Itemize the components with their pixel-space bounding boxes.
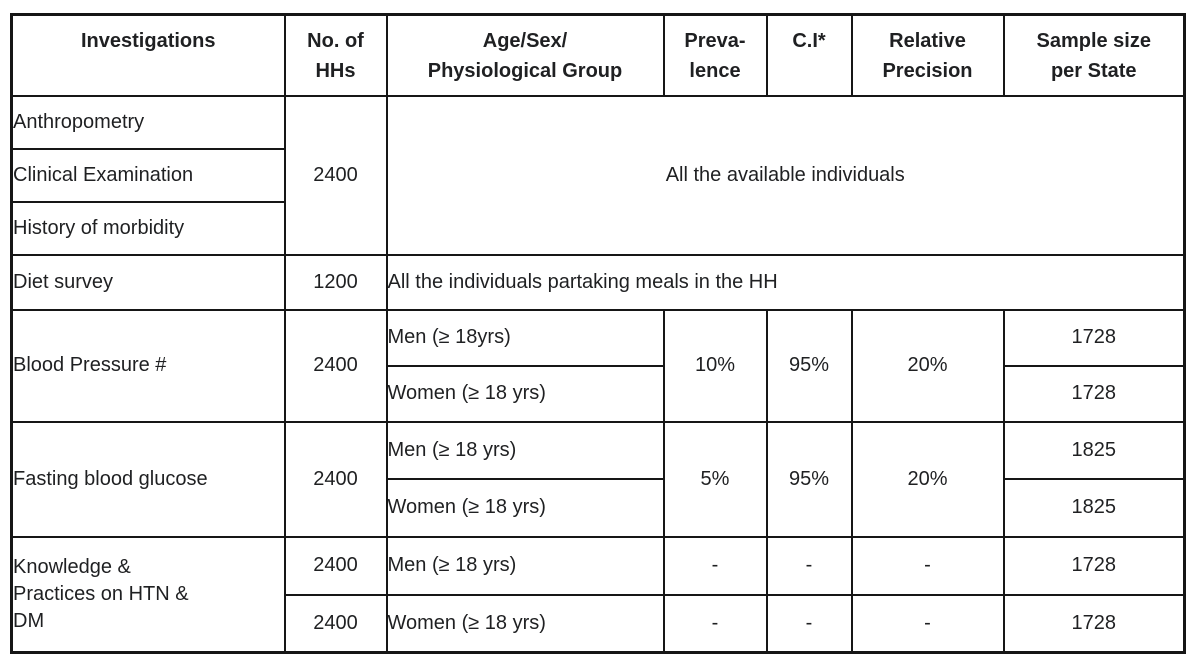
- cell-ci-blood-pressure: 95%: [765, 308, 853, 423]
- cell-prevalence-fasting-glucose: 5%: [662, 420, 768, 538]
- cell-investigation-clinical-examination: Clinical Examination: [10, 147, 286, 203]
- header-row: Investigations No. of HHs Age/Sex/ Physi…: [10, 13, 1186, 97]
- cell-group-fasting-glucose-men: Men (≥ 18 yrs): [385, 420, 665, 480]
- row-blood-pressure-men: Blood Pressure # 2400 Men (≥ 18yrs) 10% …: [10, 308, 1186, 423]
- cell-investigation-knowledge-practices: Knowledge & Practices on HTN & DM: [10, 535, 286, 654]
- cell-investigation-history-of-morbidity: History of morbidity: [10, 200, 286, 256]
- cell-investigation-fasting-glucose: Fasting blood glucose: [10, 420, 286, 538]
- col-header-prevalence: Preva- lence: [662, 13, 768, 97]
- row-fasting-glucose-women: Women (≥ 18 yrs) 1825: [12, 477, 1186, 538]
- cell-relative-precision-fasting-glucose: 20%: [850, 420, 1005, 538]
- col-header-ci: C.I*: [765, 13, 853, 97]
- cell-group-blood-pressure-women: Women (≥ 18 yrs): [385, 364, 665, 423]
- cell-prevalence-knowledge-men: -: [662, 535, 768, 596]
- cell-hhs-diet-survey: 1200: [283, 253, 388, 311]
- cell-sample-fasting-glucose-women: 1825: [1002, 477, 1186, 538]
- cell-relative-precision-blood-pressure: 20%: [850, 308, 1005, 423]
- cell-group-available-block: All the available individuals: [385, 94, 1186, 256]
- col-header-investigations: Investigations: [10, 13, 286, 97]
- cell-hhs-fasting-glucose: 2400: [283, 420, 388, 538]
- cell-relative-precision-knowledge-men: -: [850, 535, 1005, 596]
- row-diet-survey: Diet survey 1200 All the individuals par…: [10, 253, 1186, 311]
- row-history-of-morbidity: History of morbidity: [10, 200, 1185, 256]
- col-header-sample-size: Sample size per State: [1002, 13, 1186, 97]
- cell-group-fasting-glucose-women: Women (≥ 18 yrs): [385, 477, 665, 538]
- row-knowledge-practices-women: 2400 Women (≥ 18 yrs) - - - 1728: [12, 593, 1186, 654]
- cell-hhs-available-block: 2400: [283, 94, 388, 256]
- col-header-relative-precision: Relative Precision: [850, 13, 1005, 97]
- col-header-no-of-hhs: No. of HHs: [283, 13, 388, 97]
- cell-hhs-blood-pressure: 2400: [283, 308, 388, 423]
- cell-relative-precision-knowledge-women: -: [850, 593, 1005, 654]
- cell-group-knowledge-women: Women (≥ 18 yrs): [385, 593, 665, 654]
- survey-sample-size-table: Investigations No. of HHs Age/Sex/ Physi…: [10, 13, 1186, 654]
- cell-investigation-blood-pressure: Blood Pressure #: [10, 308, 286, 423]
- cell-investigation-anthropometry: Anthropometry: [10, 94, 286, 150]
- cell-ci-knowledge-men: -: [765, 535, 853, 596]
- row-knowledge-practices-men: Knowledge & Practices on HTN & DM 2400 M…: [10, 535, 1186, 654]
- row-anthropometry: Anthropometry 2400 All the available ind…: [10, 94, 1186, 256]
- cell-sample-knowledge-women: 1728: [1002, 593, 1186, 654]
- cell-sample-fasting-glucose-men: 1825: [1002, 420, 1186, 480]
- cell-group-blood-pressure-men: Men (≥ 18yrs): [385, 308, 665, 367]
- cell-sample-blood-pressure-men: 1728: [1002, 308, 1186, 367]
- cell-group-knowledge-men: Men (≥ 18 yrs): [385, 535, 665, 596]
- cell-hhs-knowledge-men: 2400: [283, 535, 388, 596]
- cell-investigation-diet-survey: Diet survey: [10, 253, 286, 311]
- cell-prevalence-blood-pressure: 10%: [662, 308, 768, 423]
- cell-hhs-knowledge-women: 2400: [283, 593, 388, 654]
- row-fasting-glucose-men: Fasting blood glucose 2400 Men (≥ 18 yrs…: [10, 420, 1186, 538]
- col-header-age-sex-group: Age/Sex/ Physiological Group: [385, 13, 665, 97]
- row-blood-pressure-women: Women (≥ 18 yrs) 1728: [12, 364, 1186, 423]
- cell-sample-knowledge-men: 1728: [1002, 535, 1186, 596]
- cell-sample-blood-pressure-women: 1728: [1002, 364, 1186, 423]
- cell-ci-fasting-glucose: 95%: [765, 420, 853, 538]
- row-clinical-examination: Clinical Examination: [10, 147, 1185, 203]
- cell-prevalence-knowledge-women: -: [662, 593, 768, 654]
- cell-ci-knowledge-women: -: [765, 593, 853, 654]
- cell-group-diet-survey: All the individuals partaking meals in t…: [385, 253, 1186, 311]
